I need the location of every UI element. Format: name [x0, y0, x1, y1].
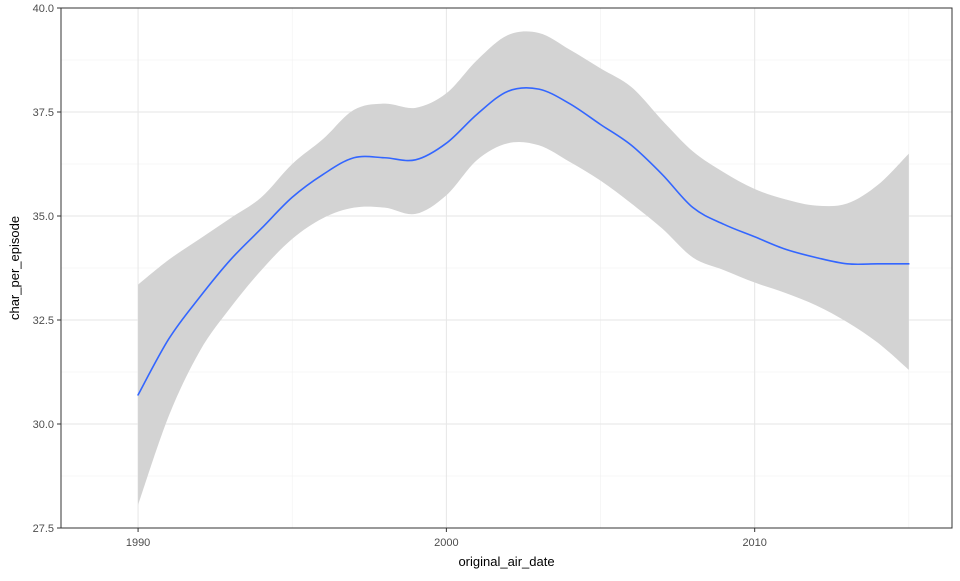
y-tick-label: 32.5: [33, 315, 54, 327]
y-tick-label: 35.0: [33, 211, 54, 223]
confidence-band-layer: [138, 31, 909, 506]
x-tick-label: 2000: [434, 537, 458, 549]
confidence-band: [138, 31, 909, 506]
x-tick-label: 2010: [742, 537, 766, 549]
trend-line: [137, 86, 910, 396]
axes: 1990 2000 2010 27.5 30.0 32.5 35.0 37.5 40.0: [33, 3, 767, 549]
y-tick-label: 27.5: [33, 523, 54, 535]
x-axis-title: original_air_date: [458, 554, 554, 569]
x-tick-label: 1990: [126, 537, 150, 549]
trend-line-layer: [137, 86, 910, 396]
y-tick-label: 37.5: [33, 107, 54, 119]
y-axis-title: char_per_episode: [7, 216, 22, 320]
y-tick-label: 30.0: [33, 419, 54, 431]
y-tick-label: 40.0: [33, 3, 54, 15]
plot-panel-border: [60, 7, 953, 529]
